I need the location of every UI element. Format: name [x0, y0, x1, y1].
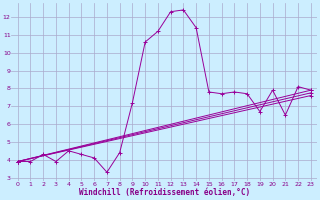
X-axis label: Windchill (Refroidissement éolien,°C): Windchill (Refroidissement éolien,°C) — [79, 188, 250, 197]
